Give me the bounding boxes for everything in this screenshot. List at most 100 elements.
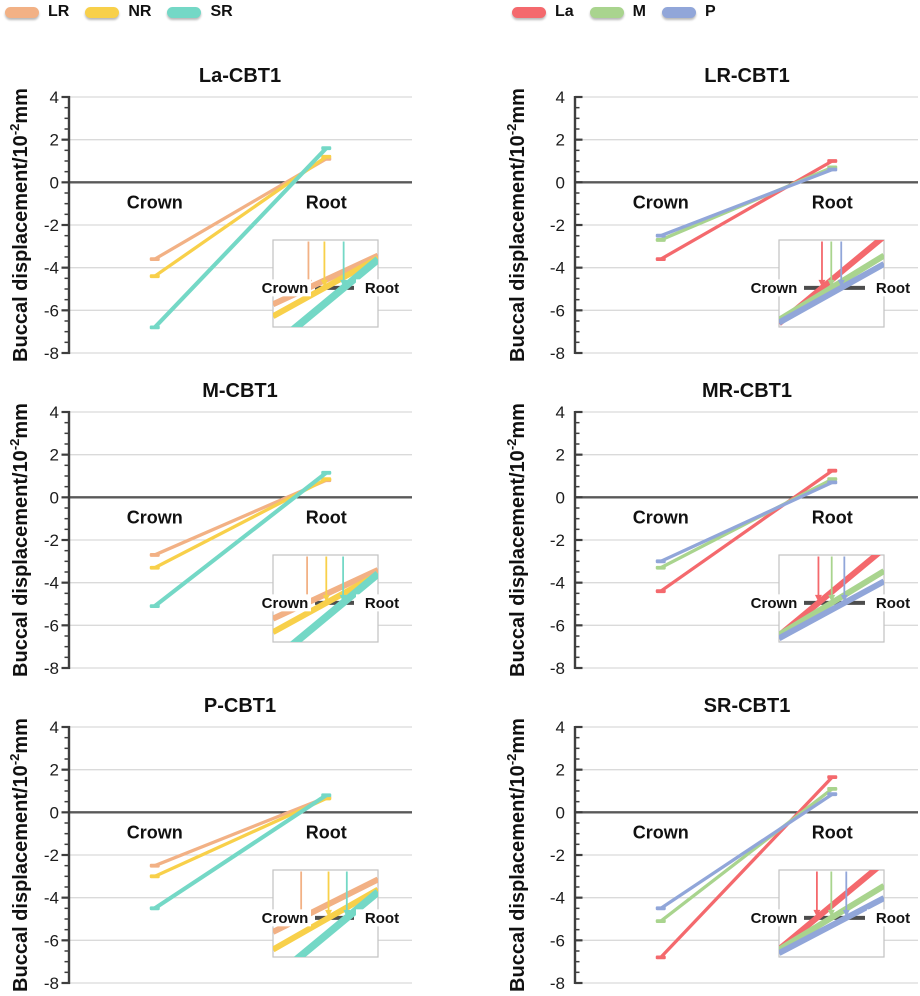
series-marker-la: [827, 159, 838, 163]
y-tick-label: -2: [44, 846, 59, 865]
series-marker-nr: [149, 874, 160, 879]
series-marker-lr: [149, 257, 160, 262]
inset-crown-label: Crown: [262, 595, 309, 612]
y-tick-label: 2: [556, 761, 565, 780]
inset-series-line-p: [779, 895, 884, 956]
series-line-sr: [153, 146, 328, 329]
series-marker-p: [655, 233, 666, 238]
inset-root-label-bg: [867, 594, 919, 612]
y-tick-label: -6: [44, 931, 59, 950]
inset-series-line-sr: [289, 571, 378, 642]
inset-root-label: Root: [365, 280, 399, 297]
legend-swatch-la: [512, 6, 546, 18]
chart-plot-p-cbt1: 4 2 0 -2 -4 -6 -8 Crown Root Crown Root: [44, 718, 412, 993]
inset-series-line-p: [779, 578, 884, 641]
inset-drop-arrow-la: [814, 594, 822, 602]
series-line-m: [659, 787, 834, 923]
inset-drop-arrow-nr: [325, 909, 333, 917]
series-marker-sr: [149, 604, 160, 609]
inset-root-label-bg: [867, 279, 919, 297]
series-marker-lr: [149, 863, 160, 868]
y-tick-label: 2: [50, 761, 59, 780]
inset-drop-arrow-sr: [340, 279, 348, 287]
chart-title: MR-CBT1: [702, 380, 792, 402]
y-tick-label: 0: [556, 488, 565, 507]
chart-title: LR-CBT1: [704, 65, 790, 87]
chart-panel-mr-cbt1: MR-CBT1 Buccal displacement/10-2mm 4 2 0 -2…: [460, 370, 920, 681]
inset-crown-label-bg: [748, 594, 800, 612]
legend-label-sr: SR: [210, 3, 233, 20]
category-label-root: Root: [306, 507, 347, 527]
y-tick-label: 4: [50, 718, 59, 737]
series-marker-p: [827, 167, 838, 172]
inset-drop-arrow-sr: [339, 594, 347, 602]
inset-series-line-nr: [273, 887, 378, 953]
y-tick-label: 4: [50, 403, 59, 422]
y-tick-label: -8: [44, 659, 59, 678]
chart-plot-mr-cbt1: 4 2 0 -2 -4 -6 -8 Crown Root Crown Root: [550, 403, 919, 678]
y-tick-label: 0: [556, 173, 565, 192]
y-tick-label: -8: [44, 974, 59, 993]
series-marker-nr: [321, 154, 332, 159]
inset-crown-label: Crown: [262, 280, 309, 297]
y-tick-label: -6: [550, 931, 565, 950]
y-tick-label: 0: [50, 488, 59, 507]
y-tick-label: -2: [44, 216, 59, 235]
legend-item-lr: LR: [5, 3, 69, 21]
y-tick-label: 0: [50, 803, 59, 822]
chart-plot-m-cbt1: 4 2 0 -2 -4 -6 -8 Crown Root Crown Root: [44, 403, 412, 678]
series-marker-m: [655, 565, 666, 570]
y-tick-label: -2: [550, 531, 565, 550]
inset-root-label-bg: [356, 279, 408, 297]
chart-panel-lr-cbt1: LR-CBT1 Buccal displacement/10-2mm 4 2 0 -2…: [460, 55, 920, 366]
inset-crown-label-bg: [259, 909, 311, 927]
chart-panel-m-cbt1: M-CBT1 Buccal displacement/10-2mm 4 2 0 -2-…: [0, 370, 460, 681]
chart-panel-p-cbt1: P-CBT1 Buccal displacement/10-2mm 4 2 0 -2-…: [0, 685, 460, 996]
inset-drop-arrow-nr: [322, 594, 330, 602]
series-line-p: [660, 480, 833, 563]
series-line-p: [660, 167, 833, 238]
series-marker-sr: [149, 906, 160, 911]
series-line-sr: [153, 471, 328, 608]
legend-label-la: La: [555, 3, 574, 20]
series-line-la: [659, 469, 834, 593]
y-tick-label: -4: [44, 259, 59, 278]
category-label-root: Root: [812, 192, 853, 212]
inset-crown-label-bg: [748, 279, 800, 297]
inset-root-label-bg: [356, 909, 408, 927]
legend-item-p: P: [662, 3, 716, 21]
inset-root-label-bg: [867, 909, 919, 927]
y-tick-label: 0: [556, 803, 565, 822]
inset-crown-label: Crown: [751, 910, 798, 927]
legend-swatch-lr: [5, 6, 39, 18]
y-tick-label: -8: [44, 344, 59, 363]
legend-right: La M P: [512, 3, 732, 21]
series-marker-lr: [149, 553, 160, 557]
series-marker-m: [655, 238, 666, 242]
inset-crown-label: Crown: [262, 910, 309, 927]
category-label-crown: Crown: [127, 192, 183, 212]
inset-drop-arrow-sr: [343, 909, 351, 917]
series-marker-m: [827, 786, 838, 791]
inset-series-line-m: [779, 568, 884, 638]
series-line-la: [659, 159, 834, 261]
category-label-root: Root: [306, 192, 347, 212]
y-tick-label: -8: [550, 659, 565, 678]
series-line-lr: [154, 795, 327, 868]
series-marker-sr: [321, 793, 332, 798]
legend-swatch-sr: [167, 6, 202, 18]
y-tick-label: 4: [556, 403, 565, 422]
chart-panel-la-cbt1: La-CBT1 Buccal displacement/10-2mm 4 2 0 -2…: [0, 55, 460, 366]
category-label-crown: Crown: [633, 192, 689, 212]
series-marker-la: [655, 589, 666, 594]
legend-swatch-nr: [85, 6, 120, 18]
inset-root-label: Root: [876, 595, 910, 612]
legend-label-lr: LR: [48, 3, 70, 20]
series-marker-m: [827, 477, 838, 482]
series-marker-la: [655, 257, 666, 262]
series-marker-nr: [149, 274, 160, 279]
series-marker-la: [827, 775, 838, 780]
category-label-crown: Crown: [127, 507, 183, 527]
series-line-sr: [153, 793, 328, 911]
